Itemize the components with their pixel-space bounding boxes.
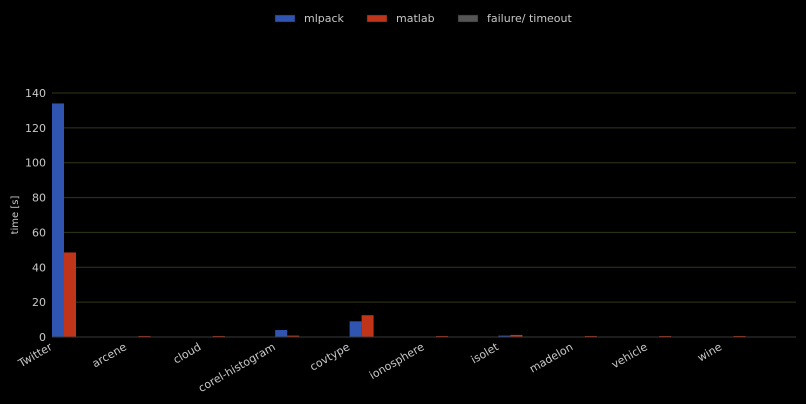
bar-matlab-twitter bbox=[64, 252, 76, 337]
legend-label-1: matlab bbox=[396, 12, 435, 25]
bar-mlpack-covtype bbox=[349, 321, 362, 337]
legend-swatch-1 bbox=[366, 14, 388, 23]
y-tick-label-120: 120 bbox=[25, 122, 46, 135]
y-tick-label-100: 100 bbox=[25, 157, 46, 170]
legend-swatch-2 bbox=[457, 14, 479, 23]
y-tick-label-80: 80 bbox=[32, 192, 46, 205]
legend-swatch-0 bbox=[274, 14, 296, 23]
y-tick-label-0: 0 bbox=[39, 331, 46, 344]
y-axis-label: time [s] bbox=[10, 196, 21, 235]
legend: mlpack matlab failure/ timeout bbox=[274, 12, 573, 25]
y-tick-label-140: 140 bbox=[25, 87, 46, 100]
bar-mlpack-twitter bbox=[52, 103, 64, 337]
bar-matlab-isolet bbox=[510, 334, 523, 337]
y-tick-label-40: 40 bbox=[32, 261, 46, 274]
bar-matlab-covtype bbox=[361, 315, 374, 337]
legend-label-0: mlpack bbox=[304, 12, 345, 25]
y-tick-label-60: 60 bbox=[32, 226, 46, 239]
bar-mlpack-isolet bbox=[498, 335, 511, 337]
legend-label-2: failure/ timeout bbox=[487, 12, 573, 25]
gridlines bbox=[52, 92, 796, 303]
bar-matlab-corel-histogram bbox=[287, 335, 300, 337]
y-axis-ticks: 0 20 40 60 80 100 120 140 bbox=[25, 87, 46, 344]
bar-mlpack-corel-histogram bbox=[275, 330, 288, 337]
y-tick-label-20: 20 bbox=[32, 296, 46, 309]
